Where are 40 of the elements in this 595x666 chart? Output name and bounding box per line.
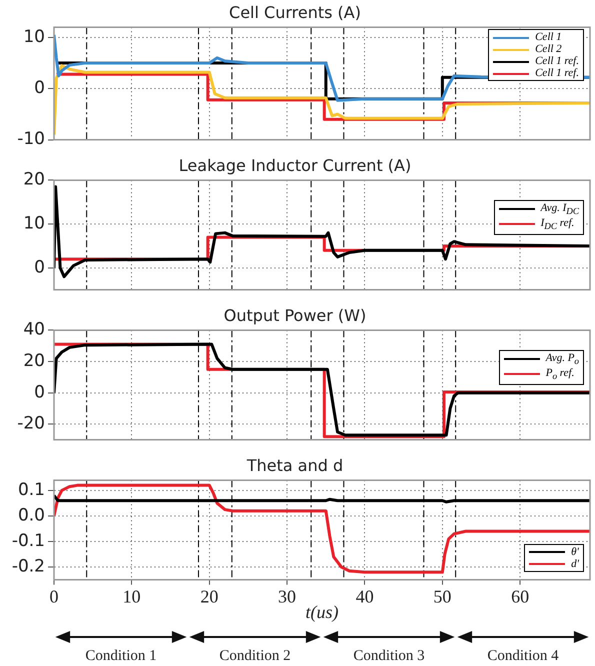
text: Condition 4 [486,648,560,665]
x-tick-label: 0 [50,586,58,606]
legend-label: Avg. I$_{DC}$ [540,202,579,216]
y-tick-label: -20 [17,414,45,434]
x-tick-label: 40 [356,586,374,606]
y-tick-label: 40 [23,320,45,340]
y-tick-label: -10 [17,129,45,150]
y-tick-label: -0.1 [12,530,45,551]
y-tick-label: -0.2 [12,556,45,576]
legend-label: Cell 1 ref. [535,67,579,80]
legend-label: Cell 1 [535,31,562,44]
y-tick-label: 0 [34,382,45,402]
y-tick-label: 10 [23,213,45,234]
legend-label: I$_{DC}$ ref. [540,217,574,232]
y-tick-label: 10 [23,26,45,47]
legend-label: Cell 1 ref. [535,55,579,68]
x-axis-title: t(us) [306,602,338,622]
x-tick-label: 20 [200,586,218,606]
chart-title: Leakage Inductor Current (A) [178,156,412,175]
chart-title: Cell Currents (A) [229,2,361,22]
y-tick-label: 0.1 [18,480,45,500]
legend-label: Cell 2 [535,43,562,56]
y-tick-label: 0 [34,257,45,278]
x-tick-label: 10 [122,586,141,606]
x-tick-label: 30 [278,586,296,606]
x-tick-label: 50 [433,586,452,606]
text: Condition 3 [352,648,426,665]
legend-label: P$_{o}$ ref. [546,367,574,382]
y-tick-label: 0.0 [18,505,45,526]
legend-label: d' [571,558,579,570]
legend-label: Avg. P$_{o}$ [546,352,579,366]
y-tick-label: 0 [34,78,45,98]
chart-title: Theta and d [246,456,344,475]
legend-label: θ' [571,546,579,558]
y-tick-label: 20 [23,350,45,371]
text: Condition 2 [218,648,292,665]
y-tick-label: 20 [23,170,45,190]
x-tick-label: 60 [511,586,530,606]
text: Condition 1 [84,648,158,665]
chart-title: Output Power (W) [224,306,366,325]
